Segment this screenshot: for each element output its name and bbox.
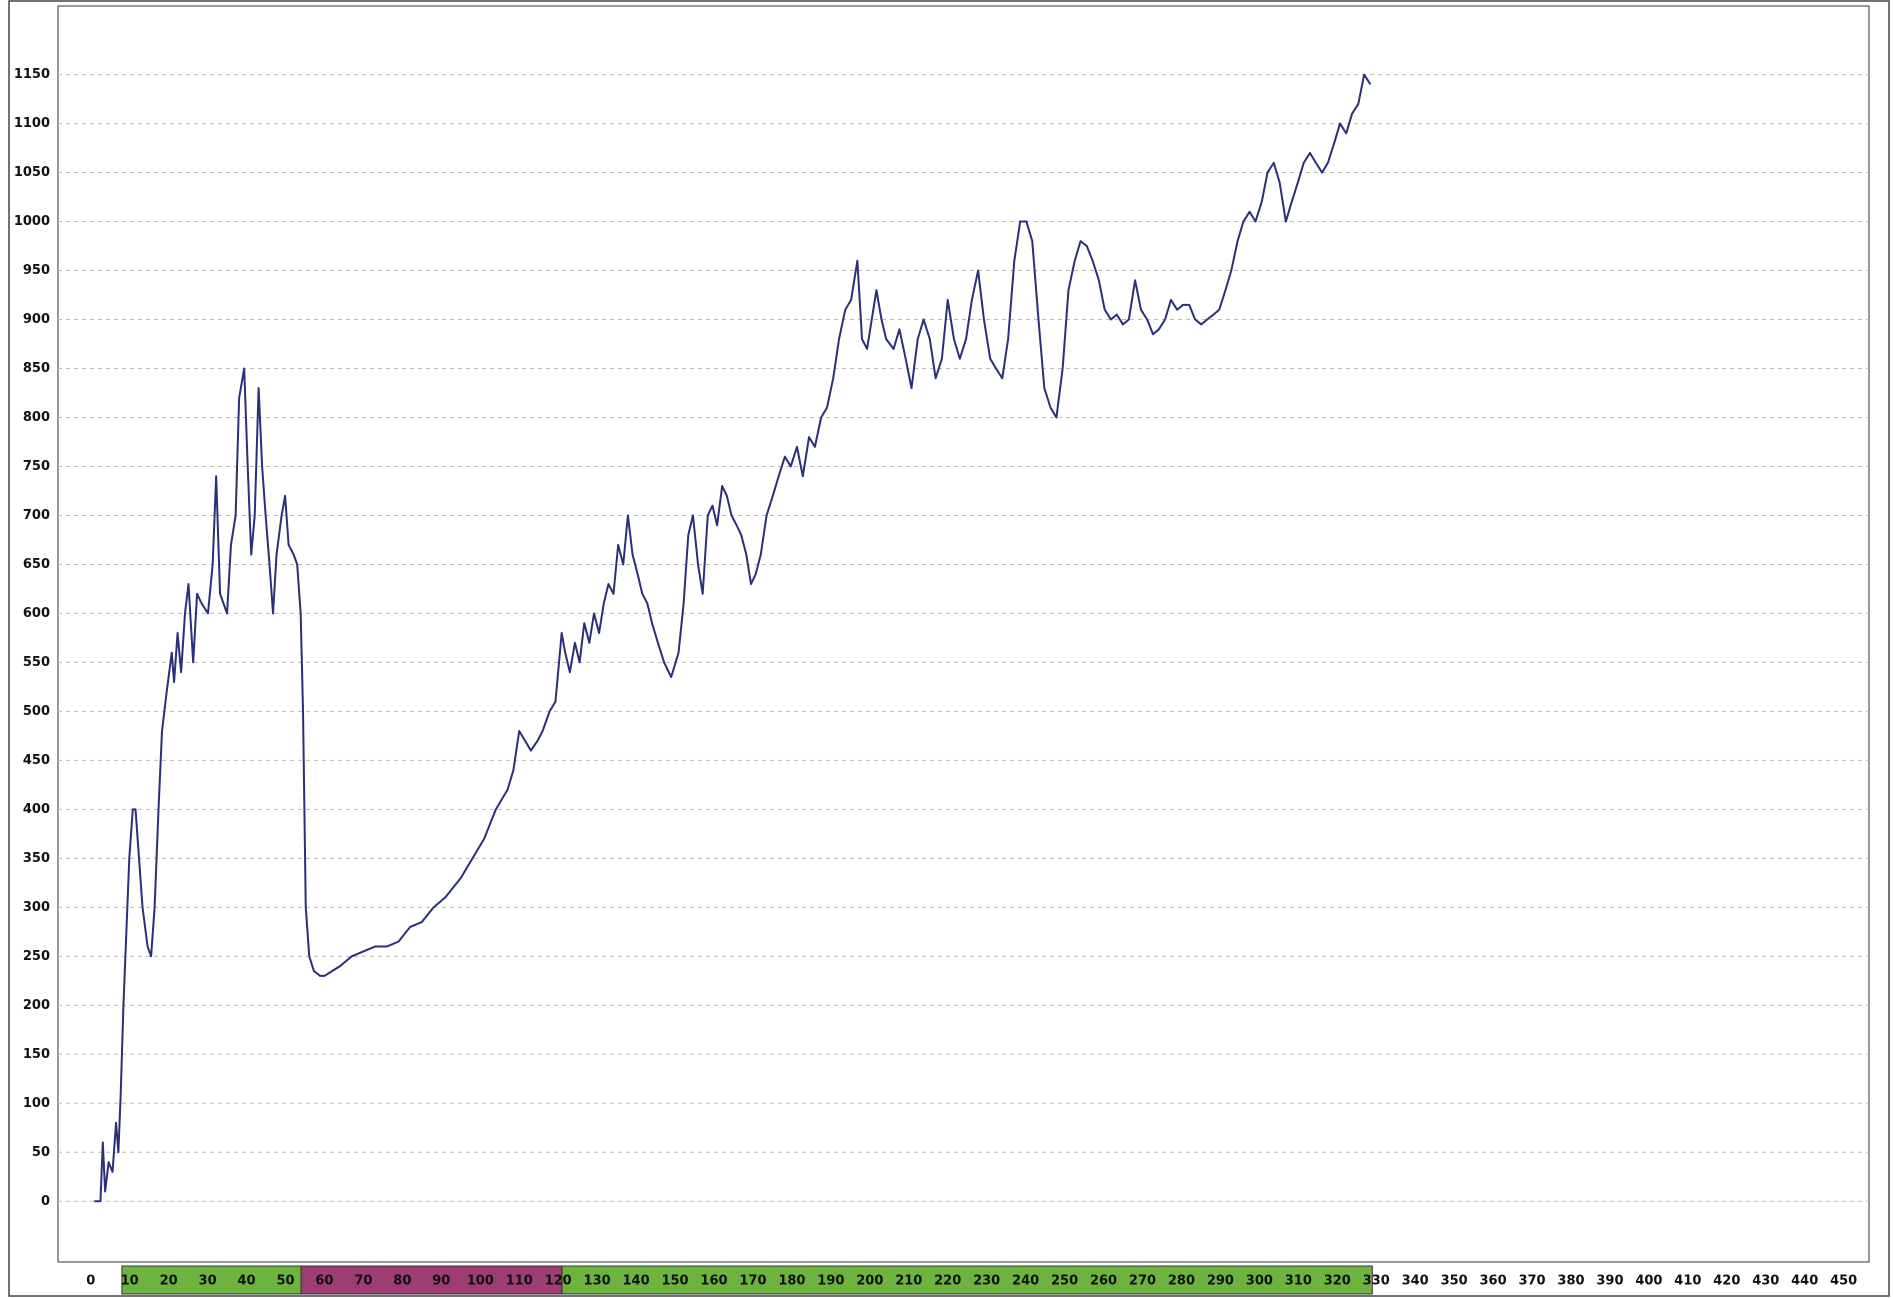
x-tick-label: 0 xyxy=(86,1274,95,1289)
x-tick-label: 190 xyxy=(817,1274,844,1289)
y-tick-label: 400 xyxy=(23,802,50,817)
y-tick-label: 200 xyxy=(23,998,50,1013)
x-tick-label: 210 xyxy=(895,1274,922,1289)
x-tick-label: 300 xyxy=(1246,1274,1273,1289)
y-tick-label: 850 xyxy=(23,361,50,376)
x-tick-label: 80 xyxy=(393,1274,411,1289)
y-tick-label: 900 xyxy=(23,312,50,327)
x-tick-label: 350 xyxy=(1441,1274,1468,1289)
x-tick-label: 440 xyxy=(1791,1274,1818,1289)
y-tick-label: 1000 xyxy=(14,214,50,229)
x-tick-label: 140 xyxy=(623,1274,650,1289)
x-tick-label: 410 xyxy=(1674,1274,1701,1289)
y-tick-label: 550 xyxy=(23,655,50,670)
x-tick-label: 220 xyxy=(934,1274,961,1289)
y-tick-label: 450 xyxy=(23,753,50,768)
x-tick-label: 90 xyxy=(432,1274,450,1289)
x-tick-label: 200 xyxy=(856,1274,883,1289)
x-tick-label: 250 xyxy=(1051,1274,1078,1289)
y-tick-label: 600 xyxy=(23,606,50,621)
y-tick-label: 1150 xyxy=(14,67,50,82)
x-tick-label: 260 xyxy=(1090,1274,1117,1289)
y-tick-label: 650 xyxy=(23,557,50,572)
x-tick-label: 170 xyxy=(739,1274,766,1289)
x-tick-label: 160 xyxy=(700,1274,727,1289)
x-tick-label: 310 xyxy=(1285,1274,1312,1289)
x-tick-label: 40 xyxy=(237,1274,255,1289)
x-tick-label: 360 xyxy=(1480,1274,1507,1289)
x-tick-label: 150 xyxy=(661,1274,688,1289)
x-tick-label: 270 xyxy=(1129,1274,1156,1289)
x-tick-label: 110 xyxy=(506,1274,533,1289)
x-band xyxy=(121,1265,302,1295)
x-tick-label: 70 xyxy=(354,1274,372,1289)
x-tick-label: 370 xyxy=(1518,1274,1545,1289)
y-tick-label: 150 xyxy=(23,1047,50,1062)
x-tick-label: 60 xyxy=(315,1274,333,1289)
x-tick-label: 240 xyxy=(1012,1274,1039,1289)
y-tick-label: 300 xyxy=(23,900,50,915)
x-tick-label: 340 xyxy=(1402,1274,1429,1289)
y-tick-label: 800 xyxy=(23,410,50,425)
x-tick-label: 290 xyxy=(1207,1274,1234,1289)
x-band xyxy=(561,1265,1373,1295)
x-tick-label: 30 xyxy=(199,1274,217,1289)
plot-area xyxy=(57,5,1870,1263)
x-tick-label: 400 xyxy=(1635,1274,1662,1289)
data-line xyxy=(94,73,1372,1203)
x-tick-label: 230 xyxy=(973,1274,1000,1289)
y-tick-label: 950 xyxy=(23,263,50,278)
x-tick-label: 330 xyxy=(1363,1274,1390,1289)
x-tick-label: 450 xyxy=(1830,1274,1857,1289)
y-tick-label: 0 xyxy=(41,1194,50,1209)
frame xyxy=(8,0,1890,1297)
x-tick-label: 390 xyxy=(1596,1274,1623,1289)
y-tick-label: 100 xyxy=(23,1096,50,1111)
x-tick-label: 180 xyxy=(778,1274,805,1289)
y-tick-label: 50 xyxy=(32,1145,50,1160)
y-tick-label: 250 xyxy=(23,949,50,964)
x-tick-label: 130 xyxy=(584,1274,611,1289)
x-tick-label: 100 xyxy=(467,1274,494,1289)
x-tick-label: 120 xyxy=(545,1274,572,1289)
y-tick-label: 500 xyxy=(23,704,50,719)
y-tick-label: 1100 xyxy=(14,116,50,131)
y-tick-label: 350 xyxy=(23,851,50,866)
y-tick-label: 700 xyxy=(23,508,50,523)
x-tick-label: 320 xyxy=(1324,1274,1351,1289)
x-tick-label: 50 xyxy=(276,1274,294,1289)
x-tick-label: 10 xyxy=(121,1274,139,1289)
y-tick-label: 750 xyxy=(23,459,50,474)
x-tick-label: 430 xyxy=(1752,1274,1779,1289)
x-tick-label: 380 xyxy=(1557,1274,1584,1289)
x-tick-label: 420 xyxy=(1713,1274,1740,1289)
x-tick-label: 20 xyxy=(160,1274,178,1289)
x-tick-label: 280 xyxy=(1168,1274,1195,1289)
y-tick-label: 1050 xyxy=(14,165,50,180)
x-band xyxy=(300,1265,563,1295)
